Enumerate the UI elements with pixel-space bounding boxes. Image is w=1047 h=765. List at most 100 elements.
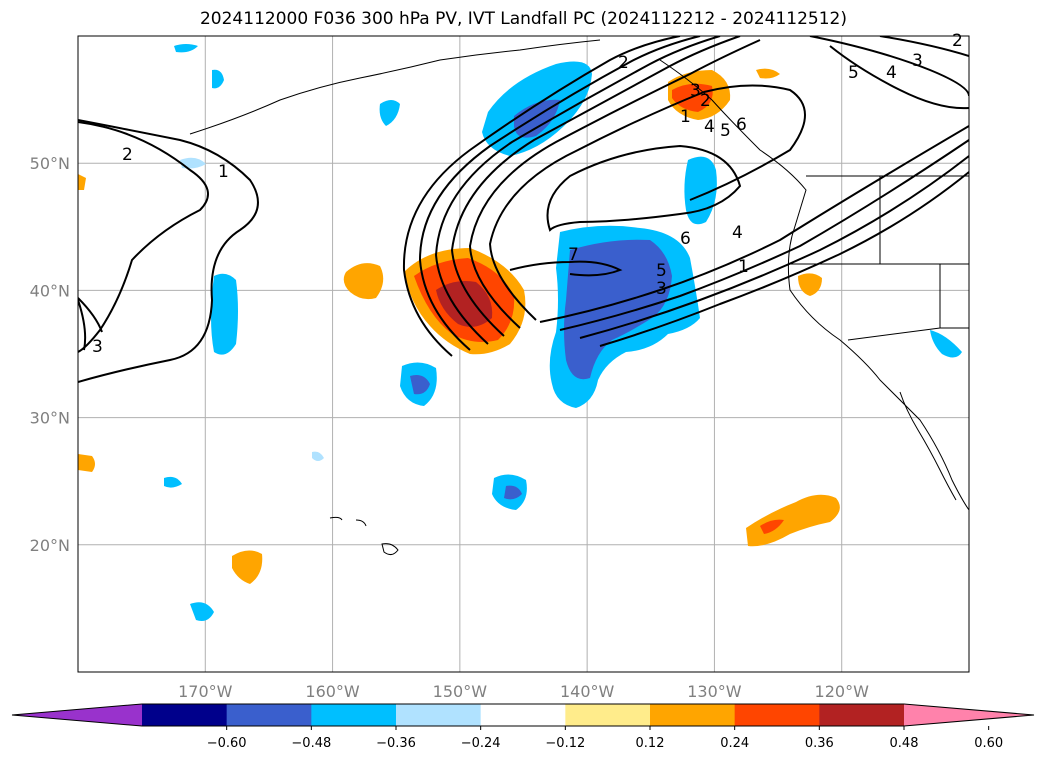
colorbar-tick-label: 0.60 — [974, 736, 1003, 751]
contour-label: 2 — [700, 91, 711, 111]
colorbar-segment — [819, 704, 905, 726]
ivt-contour — [468, 39, 761, 329]
contour-label: 3 — [912, 51, 923, 71]
colorbar-tick-label: 0.24 — [720, 736, 749, 751]
map-frame — [77, 35, 970, 673]
contour-label: 2 — [618, 53, 629, 73]
contour-label: 1 — [680, 107, 691, 127]
ivt-contour — [418, 36, 701, 351]
longitude-label: 130°W — [687, 682, 742, 701]
colorbar-segment — [396, 704, 482, 726]
colorbar-segment — [311, 704, 397, 726]
longitude-label: 150°W — [433, 682, 488, 701]
contour-label: 3 — [656, 279, 667, 299]
coastline-canada — [659, 59, 969, 511]
ivt-contour — [546, 144, 742, 232]
colorbar-tick-label: −0.12 — [545, 736, 585, 751]
contour-label: 1 — [738, 257, 749, 277]
map-title: 2024112000 F036 300 hPa PV, IVT Landfall… — [199, 9, 847, 29]
colorbar-extend-high — [904, 704, 1034, 726]
positive-pv-anomaly — [746, 494, 840, 547]
contour-label: 4 — [886, 63, 897, 83]
state-borders — [790, 176, 969, 341]
latitude-label: 40°N — [30, 281, 70, 300]
contour-label: 6 — [680, 229, 691, 249]
contour-label: 4 — [732, 223, 743, 243]
contour-label: 6 — [736, 115, 747, 135]
contour-label: 1 — [218, 162, 229, 182]
ivt-contour — [78, 297, 103, 333]
ivt-contour — [78, 299, 87, 351]
contour-label: 3 — [92, 337, 103, 357]
coastline-alaska — [189, 39, 601, 135]
coastline-baja — [899, 391, 957, 501]
contour-labels: 1 2 3 4 5 6 7 1 2 3 3 4 5 6 1 2 4 5 3 2 — [92, 31, 963, 357]
colorbar-segment — [142, 704, 228, 726]
negative-pv-anomaly — [174, 44, 198, 53]
latitude-label: 30°N — [30, 409, 70, 428]
negative-pv-anomaly — [379, 100, 400, 126]
positive-pv-anomaly-strong — [760, 519, 784, 534]
ivt-contour — [879, 36, 969, 57]
negative-pv-anomaly — [212, 69, 224, 89]
positive-pv-anomaly-strong — [672, 83, 713, 112]
coastlines — [189, 39, 969, 556]
colorbar-segment — [650, 704, 736, 726]
longitude-labels: 170°W 160°W 150°W 140°W 130°W 120°W — [178, 682, 869, 701]
negative-pv-anomaly-core — [410, 375, 430, 395]
ivt-contour — [434, 36, 721, 345]
ivt-contour — [402, 36, 681, 357]
colorbar-extend-low — [12, 704, 142, 726]
negative-pv-anomaly — [211, 273, 238, 355]
ivt-contour — [488, 84, 806, 321]
colorbar-tick-label: −0.36 — [376, 736, 416, 751]
contour-label: 3 — [690, 81, 701, 101]
latitude-labels: 50°N 40°N 30°N 20°N — [30, 154, 70, 555]
ivt-contour — [78, 121, 209, 353]
contour-label: 5 — [720, 121, 731, 141]
negative-pv-anomaly — [164, 476, 182, 488]
colorbar-segment — [565, 704, 651, 726]
ivt-contour — [829, 45, 969, 110]
colorbar-tick-label: 0.36 — [805, 736, 834, 751]
contour-label: 2 — [122, 145, 133, 165]
contour-label: 4 — [704, 117, 715, 137]
ivt-contour — [809, 36, 969, 97]
colorbar-segment — [480, 704, 566, 726]
latitude-label: 50°N — [30, 154, 70, 173]
contour-label: 5 — [656, 261, 667, 281]
positive-pv-anomaly — [798, 273, 822, 296]
colorbar-tick-label: 0.48 — [890, 736, 919, 751]
positive-pv-anomaly — [756, 68, 780, 79]
contour-label: 7 — [568, 245, 579, 265]
negative-pv-anomaly — [312, 451, 324, 461]
ivt-contour — [78, 119, 259, 383]
colorbar-tick-label: −0.48 — [291, 736, 331, 751]
positive-pv-anomaly — [232, 550, 263, 584]
contour-label: 2 — [952, 31, 963, 51]
colorbar-tick-label: −0.24 — [461, 736, 501, 751]
latitude-label: 20°N — [30, 536, 70, 555]
ivt-contour — [599, 171, 969, 347]
negative-pv-anomaly — [190, 602, 214, 621]
colorbar-segment — [734, 704, 820, 726]
longitude-label: 120°W — [815, 682, 870, 701]
ivt-contour — [579, 155, 969, 339]
colorbar-tick-label: 0.12 — [636, 736, 665, 751]
positive-pv-anomaly-core — [436, 281, 493, 327]
longitude-label: 160°W — [305, 682, 360, 701]
ivt-contour — [509, 260, 623, 277]
ivt-contour — [450, 36, 741, 337]
colorbar-segment — [226, 704, 312, 726]
hawaii — [329, 516, 399, 556]
colorbar-tick-label: −0.60 — [207, 736, 247, 751]
colorbar: −0.60 −0.48 −0.36 −0.24 −0.12 0.12 0.24 0.36 0.4… — [11, 703, 1035, 751]
contour-label: 5 — [848, 63, 859, 83]
ivt-contour — [559, 139, 969, 331]
positive-pv-anomaly — [343, 263, 384, 300]
positive-pv-anomaly — [78, 454, 95, 472]
colorbar-outline — [11, 703, 1035, 727]
negative-pv-anomaly — [180, 157, 206, 169]
negative-pv-anomaly-core — [504, 485, 522, 500]
